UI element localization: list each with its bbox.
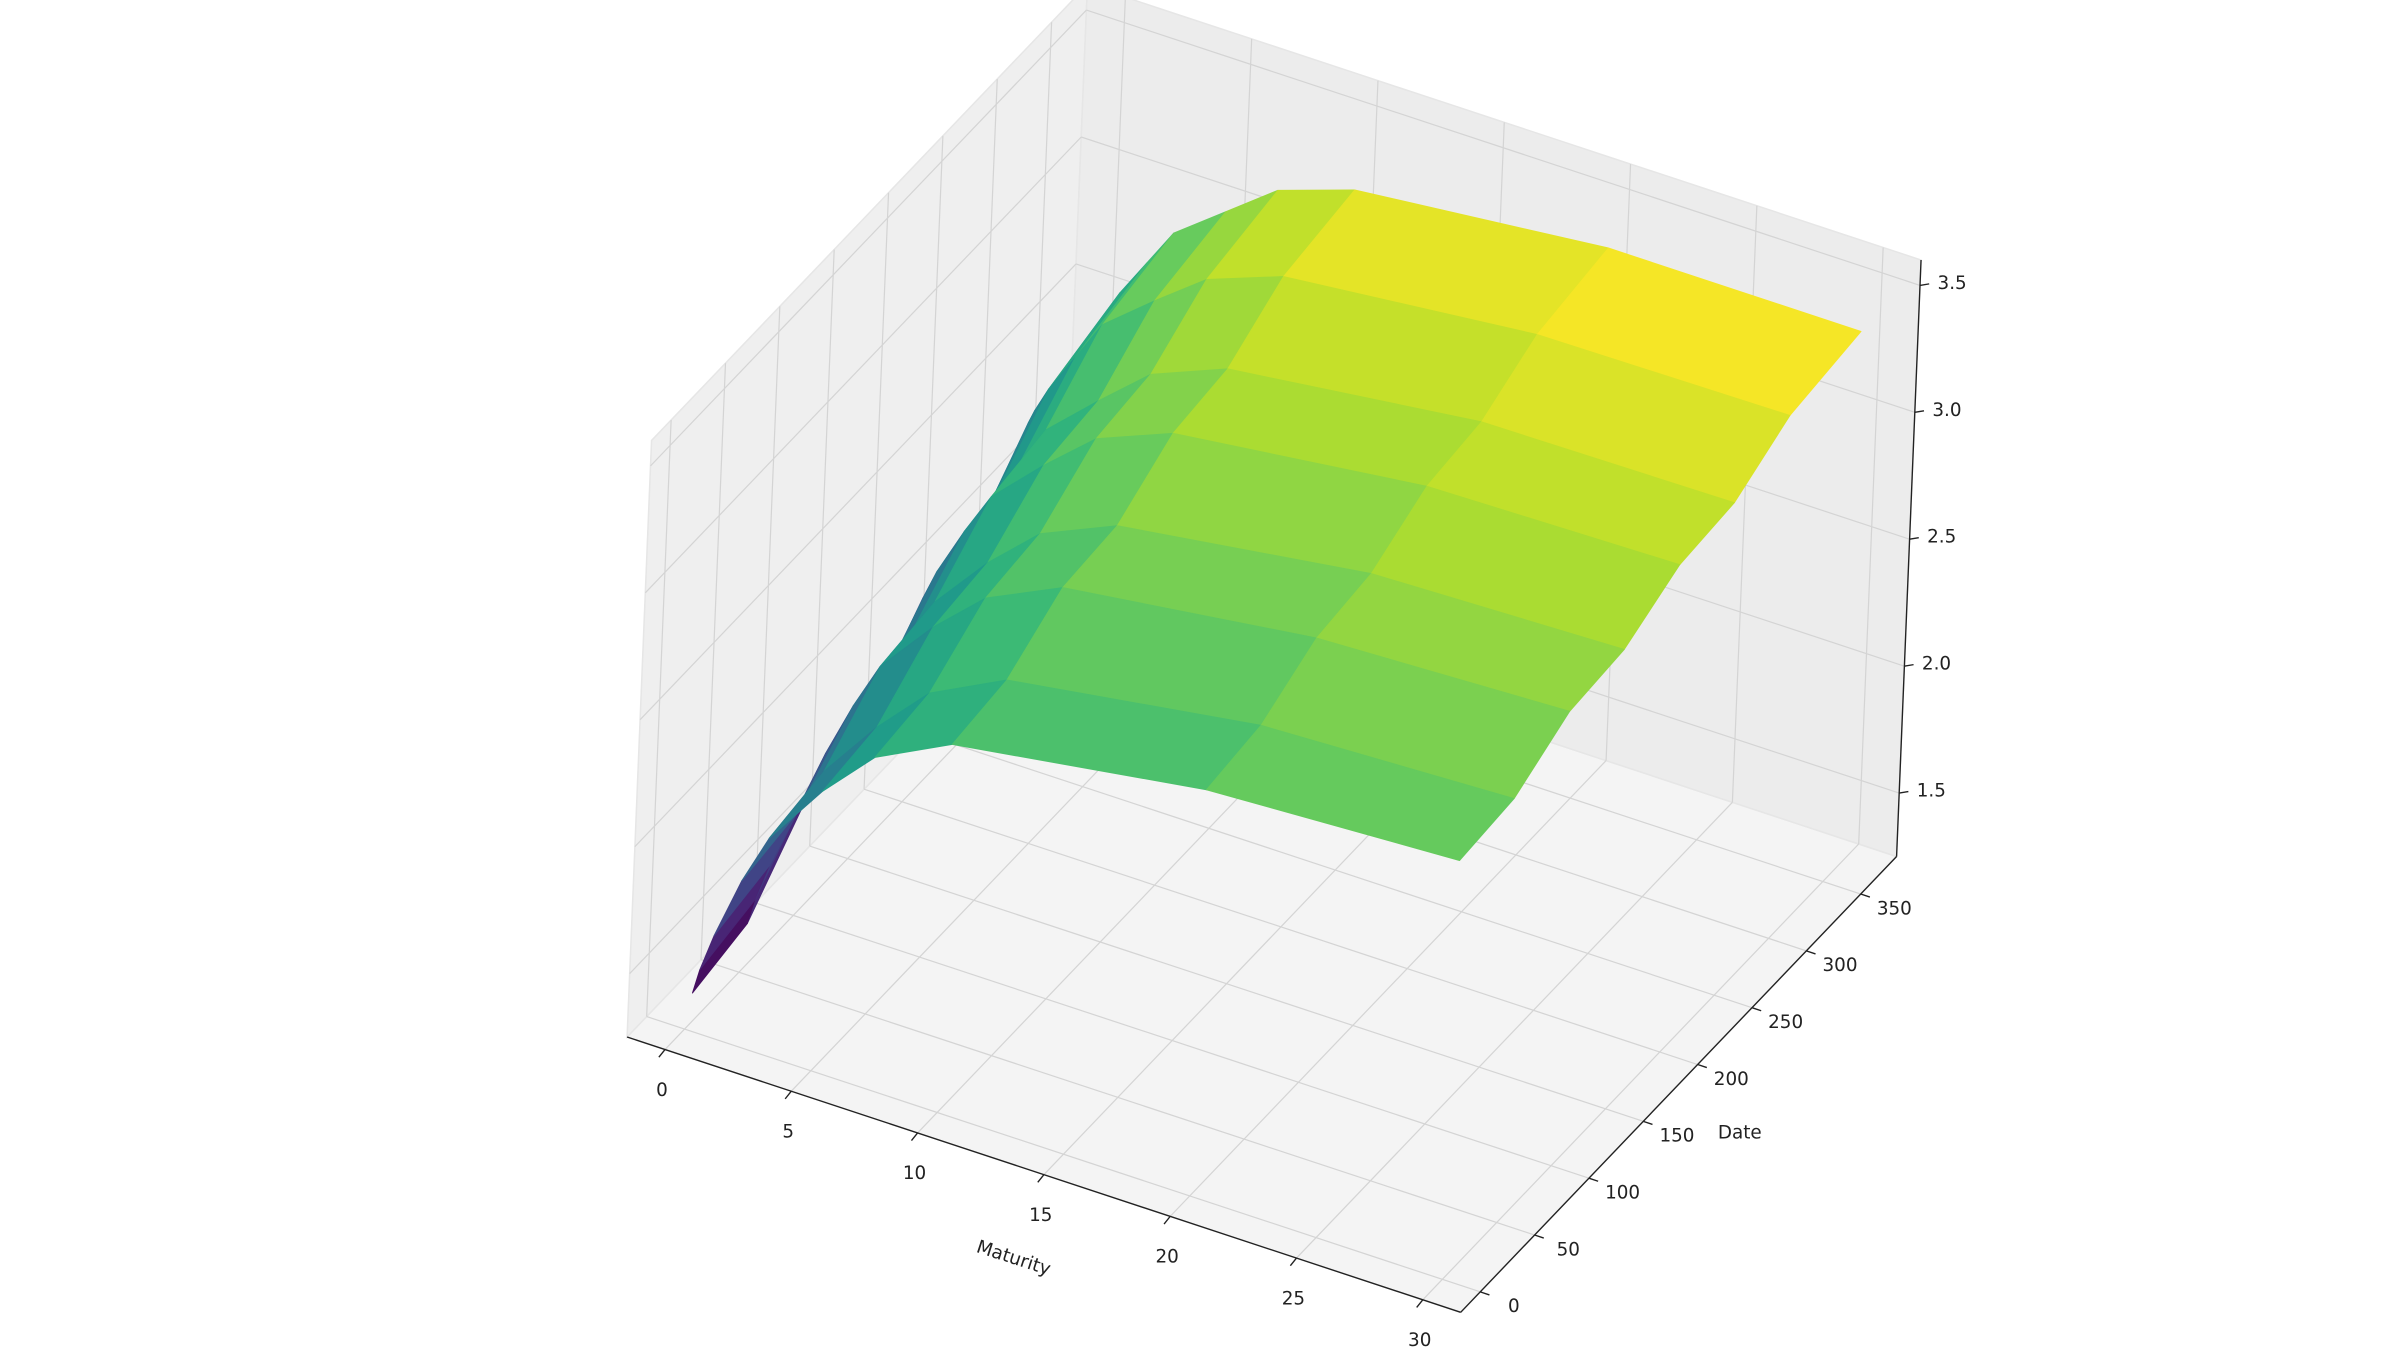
- x-axis-label: Maturity: [974, 1236, 1053, 1280]
- y-tick-label: 250: [1768, 1012, 1803, 1033]
- z-tick-label: 3.5: [1938, 273, 1967, 294]
- grid-line: [1086, 9, 1921, 286]
- y-tick-label: 50: [1557, 1239, 1580, 1260]
- y-tick: [1806, 950, 1816, 955]
- grid-line: [634, 390, 1072, 848]
- z-tick: [1909, 537, 1919, 540]
- z-tick: [1899, 790, 1909, 794]
- z-axis: [1895, 259, 1922, 857]
- surface-face: [1205, 724, 1515, 861]
- z-tick-label: 1.5: [1917, 781, 1946, 802]
- grid-line: [644, 136, 1082, 594]
- x-tick-label: 20: [1155, 1247, 1178, 1268]
- y-tick: [1588, 1177, 1599, 1182]
- grid-line: [1296, 801, 1733, 1259]
- y-tick-label: 0: [1508, 1296, 1520, 1317]
- x-tick: [910, 1132, 919, 1142]
- y-tick-label: 200: [1714, 1069, 1749, 1090]
- y-axis-label: Date: [1718, 1122, 1762, 1143]
- y-tick: [1643, 1120, 1653, 1126]
- x-tick: [1289, 1257, 1298, 1267]
- grid-line: [1858, 247, 1884, 845]
- x-tick: [784, 1090, 792, 1100]
- x-tick-label: 5: [782, 1122, 794, 1143]
- z-tick-label: 3.0: [1932, 400, 1961, 421]
- y-tick-label: 150: [1659, 1126, 1694, 1147]
- grid-line: [863, 788, 1698, 1066]
- grid-line: [1169, 760, 1607, 1217]
- grid-line: [918, 731, 1753, 1009]
- z-tick: [1919, 283, 1930, 287]
- grid-line: [754, 306, 781, 903]
- grid-line: [646, 1015, 1481, 1293]
- y-tick-label: 100: [1605, 1182, 1640, 1203]
- grid-line: [646, 420, 672, 1017]
- z-tick: [1904, 663, 1914, 667]
- z-tick-label: 2.5: [1927, 527, 1956, 548]
- y-tick: [1697, 1063, 1708, 1069]
- x-tick: [658, 1049, 666, 1058]
- z-tick-label: 2.0: [1922, 654, 1951, 675]
- x-tick: [1416, 1299, 1424, 1308]
- grid-line: [639, 263, 1077, 721]
- grid-line: [700, 363, 727, 960]
- grid-line: [809, 249, 835, 847]
- x-tick-label: 15: [1029, 1205, 1052, 1226]
- surface: [691, 189, 1862, 994]
- grid-line: [1422, 843, 1860, 1301]
- y-axis: [1460, 856, 1898, 1313]
- y-tick: [1751, 1007, 1762, 1012]
- y-tick: [1534, 1234, 1544, 1239]
- grid-line: [650, 9, 1087, 467]
- plot: 0510152025300501001502002503003501.52.02…: [625, 0, 1967, 1351]
- grid-line: [700, 959, 1535, 1236]
- x-tick-label: 30: [1408, 1330, 1431, 1351]
- z-tick: [1914, 410, 1925, 413]
- y-tick: [1860, 893, 1871, 898]
- x-tick-label: 0: [656, 1080, 668, 1101]
- grid-line: [809, 845, 1644, 1122]
- x-tick: [1037, 1174, 1045, 1183]
- x-tick-label: 10: [903, 1163, 926, 1184]
- grid-line: [755, 902, 1590, 1179]
- y-tick-label: 350: [1877, 898, 1912, 919]
- x-tick-label: 25: [1282, 1288, 1305, 1309]
- y-tick: [1480, 1291, 1490, 1296]
- y-tick-label: 300: [1822, 955, 1857, 976]
- x-tick: [1163, 1215, 1171, 1225]
